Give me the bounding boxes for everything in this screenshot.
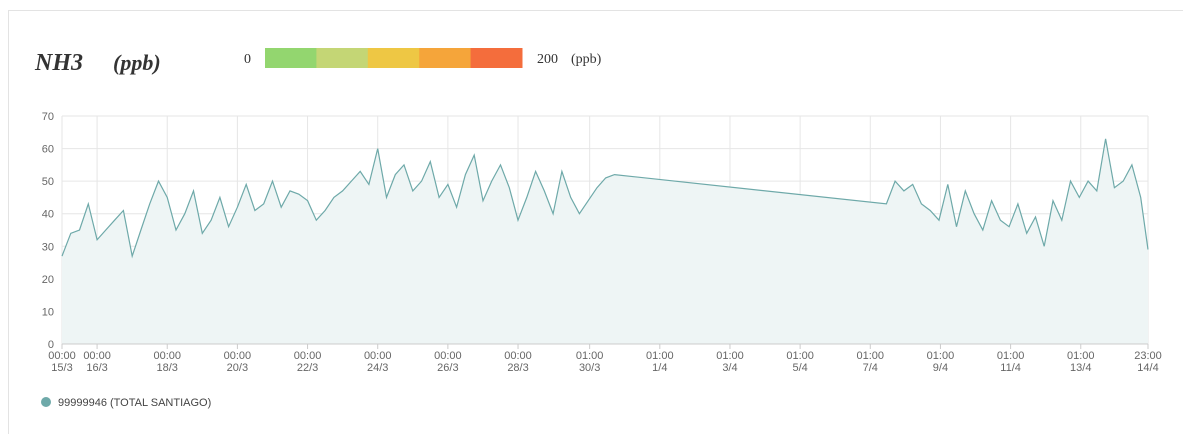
x-tick-label: 30/3 [579, 362, 600, 374]
x-tick-label: 01:00 [646, 350, 674, 362]
x-tick-label: 11/4 [1000, 362, 1021, 374]
y-tick-label: 60 [42, 144, 54, 156]
scale-segment [367, 48, 420, 68]
area [62, 138, 1148, 344]
y-tick-label: 20 [42, 274, 54, 286]
legend: 99999946 (TOTAL SANTIAGO) [41, 397, 211, 409]
chart-unit: (ppb) [113, 50, 161, 75]
scale-unit: (ppb) [571, 52, 602, 67]
y-tick-label: 0 [48, 339, 54, 351]
x-tick-label: 01:00 [927, 350, 955, 362]
x-tick-label: 01:00 [716, 350, 744, 362]
x-tick-label: 01:00 [786, 350, 814, 362]
scale-segment [265, 48, 317, 68]
x-tick-label: 1/4 [652, 362, 667, 374]
x-tick-label: 00:00 [153, 350, 181, 362]
x-tick-label: 13/4 [1070, 362, 1091, 374]
legend-label: 99999946 (TOTAL SANTIAGO) [58, 397, 211, 409]
x-tick-label: 01:00 [1067, 350, 1095, 362]
line [61, 138, 1149, 259]
x-tick-label: 26/3 [437, 362, 458, 374]
x-tick-label: 22/3 [297, 362, 318, 374]
y-tick-label: 50 [42, 176, 54, 188]
scale-segment [316, 48, 369, 68]
y-tick-label: 10 [42, 306, 54, 318]
x-tick-label: 14/4 [1137, 362, 1158, 374]
x-tick-label: 3/4 [722, 362, 737, 374]
scale-segment [470, 48, 523, 68]
x-tick-label: 28/3 [507, 362, 528, 374]
x-tick-label: 15/3 [51, 362, 72, 374]
x-tick-label: 24/3 [367, 362, 388, 374]
x-tick-label: 00:00 [83, 350, 111, 362]
plot [61, 138, 1149, 344]
chart-title: NH3 [34, 50, 83, 76]
x-tick-label: 7/4 [863, 362, 878, 374]
color-scale [265, 48, 523, 68]
legend-marker [41, 397, 51, 407]
x-tick-label: 16/3 [86, 362, 107, 374]
axes: 01020304050607000:0015/300:0016/300:0018… [42, 111, 1162, 374]
x-tick-label: 18/3 [157, 362, 178, 374]
y-tick-label: 40 [42, 209, 54, 221]
y-tick-label: 30 [42, 241, 54, 253]
scale-segment [419, 48, 472, 68]
x-tick-label: 23:00 [1134, 350, 1162, 362]
y-tick-label: 70 [42, 111, 54, 123]
x-tick-label: 00:00 [294, 350, 322, 362]
scale-max: 200 [537, 52, 558, 67]
x-tick-label: 00:00 [504, 350, 532, 362]
x-tick-label: 5/4 [792, 362, 807, 374]
x-tick-label: 00:00 [364, 350, 392, 362]
x-tick-label: 01:00 [997, 350, 1025, 362]
x-tick-label: 00:00 [48, 350, 76, 362]
x-tick-label: 00:00 [224, 350, 252, 362]
x-tick-label: 01:00 [576, 350, 604, 362]
x-tick-label: 00:00 [434, 350, 462, 362]
x-tick-label: 20/3 [227, 362, 248, 374]
x-tick-label: 01:00 [857, 350, 885, 362]
x-tick-label: 9/4 [933, 362, 948, 374]
scale-min: 0 [244, 52, 251, 67]
